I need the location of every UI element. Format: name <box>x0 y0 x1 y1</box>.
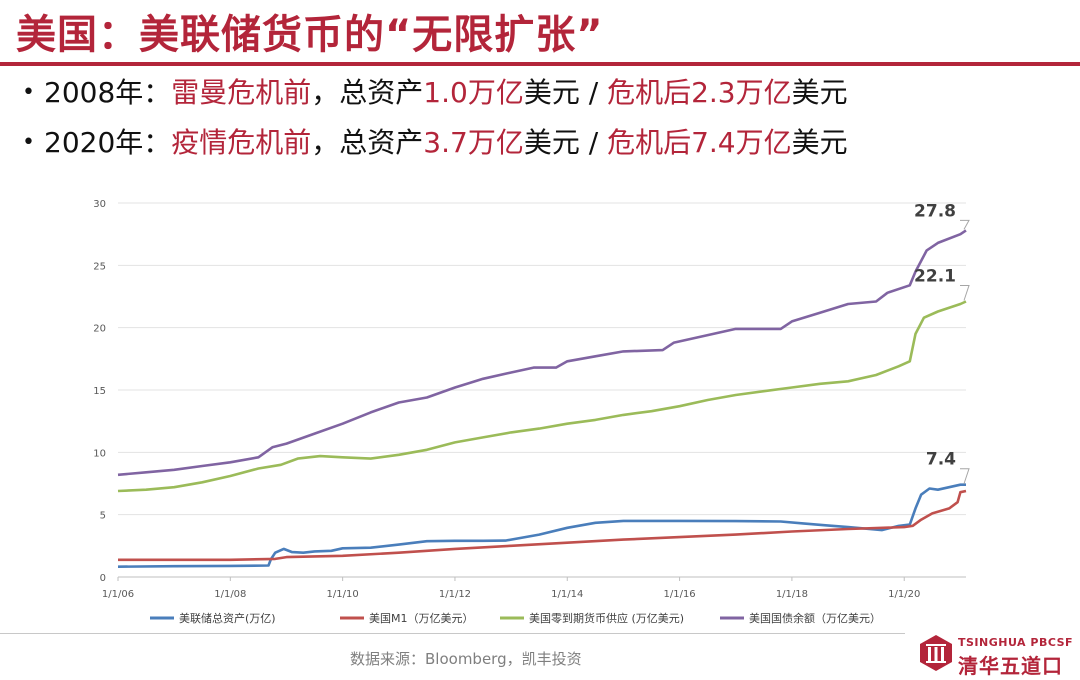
bullet-before-value: 1.0万亿 <box>423 76 524 109</box>
bullet-after-value: 2.3万亿 <box>691 76 792 109</box>
series-line-0 <box>117 483 966 568</box>
bullet-marker: • <box>22 80 35 105</box>
legend-label: 美国零到期货币供应 (万亿美元) <box>529 611 684 625</box>
x-tick-label: 1/1/16 <box>663 589 695 600</box>
source-divider <box>0 633 905 634</box>
bullet-after-label: 危机后 <box>607 126 692 159</box>
bullet-after-value: 7.4万亿 <box>691 126 792 159</box>
bullet-year: 2008年： <box>44 76 172 109</box>
legend-label: 美联储总资产(万亿) <box>179 611 276 625</box>
bullet-2008: • 2008年：雷曼危机前，总资产1.0万亿美元 / 危机后2.3万亿美元 <box>22 68 848 118</box>
legend-label: 美国M1（万亿美元） <box>369 612 474 625</box>
bullet-list: • 2008年：雷曼危机前，总资产1.0万亿美元 / 危机后2.3万亿美元 • 20… <box>22 68 848 168</box>
end-value-label: 7.4 <box>926 450 956 470</box>
y-tick-label: 20 <box>93 324 106 335</box>
x-tick-label: 1/1/14 <box>551 589 583 600</box>
bullet-event: 疫情危机前 <box>171 126 312 159</box>
x-tick-label: 1/1/18 <box>776 589 808 600</box>
logo-text-cn: 清华五道口 <box>958 654 1063 678</box>
end-value-label: 27.8 <box>914 201 956 221</box>
bullet-marker: • <box>22 130 35 155</box>
bullet-sep: ，总资产 <box>311 126 424 159</box>
y-tick-label: 15 <box>93 386 106 397</box>
title-divider <box>0 62 1080 66</box>
x-tick-label: 1/1/08 <box>214 589 246 600</box>
data-source-note: 数据来源：Bloomberg，凯丰投资 <box>350 650 582 668</box>
bullet-2020: • 2020年：疫情危机前，总资产3.7万亿美元 / 危机后7.4万亿美元 <box>22 118 848 168</box>
bullet-unit: 美元 / <box>523 76 608 109</box>
y-tick-label: 30 <box>93 199 106 210</box>
y-tick-label: 10 <box>93 448 106 459</box>
end-value-label: 22.1 <box>914 266 956 286</box>
logo-text-en: TSINGHUA PBCSF <box>958 636 1074 649</box>
x-tick-label: 1/1/12 <box>439 589 471 600</box>
bullet-year: 2020年： <box>44 126 172 159</box>
x-tick-label: 1/1/06 <box>102 589 134 600</box>
callout-leader <box>960 219 970 230</box>
tsinghua-logo-icon <box>920 635 952 671</box>
bullet-unit: 美元 <box>791 126 848 159</box>
callout-leader <box>960 468 970 484</box>
callout-leader <box>960 284 970 301</box>
bullet-sep: ，总资产 <box>311 76 424 109</box>
series-line-3 <box>117 229 967 477</box>
series-line-1 <box>118 489 967 562</box>
x-tick-label: 1/1/10 <box>327 589 359 600</box>
series-line-2 <box>117 300 967 493</box>
y-tick-label: 0 <box>100 573 106 584</box>
bullet-unit: 美元 <box>791 76 848 109</box>
legend-label: 美国国债余额（万亿美元） <box>749 611 881 625</box>
page-title: 美国：美联储货币的“无限扩张” <box>16 12 604 58</box>
y-tick-label: 5 <box>100 511 106 522</box>
x-tick-label: 1/1/20 <box>888 589 920 600</box>
bullet-after-label: 危机后 <box>607 76 692 109</box>
bullet-before-value: 3.7万亿 <box>423 126 524 159</box>
line-chart: 0 5 10 15 20 25 30 1/1/06 1/1/08 1/1/10 1/1/12 1/1/… <box>93 199 970 625</box>
bullet-event: 雷曼危机前 <box>171 76 312 109</box>
bullet-unit: 美元 / <box>523 126 608 159</box>
y-tick-label: 25 <box>93 261 106 272</box>
